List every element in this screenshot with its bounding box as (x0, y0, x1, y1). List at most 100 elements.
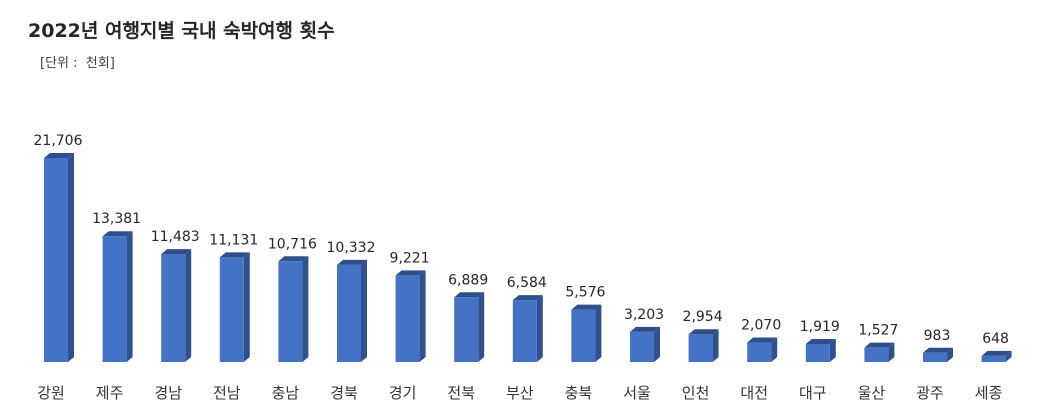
data-label: 21,706 (34, 133, 83, 149)
bar-top (981, 350, 1012, 356)
category-label: 전북 (447, 384, 475, 402)
category-label: 광주 (916, 384, 944, 402)
bar-group (864, 342, 895, 362)
data-label: 13,381 (92, 211, 141, 227)
category-label: 경북 (330, 384, 358, 402)
bar-group (805, 338, 836, 362)
bar-side (947, 347, 953, 362)
category-label: 대구 (799, 384, 827, 402)
bar-top (454, 292, 485, 298)
category-label: 부산 (506, 384, 534, 402)
bar-top (278, 256, 309, 262)
bar-top (395, 270, 426, 276)
bar-group (630, 326, 660, 362)
bar (864, 347, 889, 362)
bar-group (161, 249, 192, 362)
bar-side (302, 256, 309, 362)
bar (454, 297, 479, 362)
bar (981, 355, 1006, 362)
bar-top (688, 329, 719, 335)
bar (337, 264, 361, 362)
bar-group (219, 252, 250, 362)
bar-group (512, 295, 543, 362)
bar-top (337, 259, 367, 265)
data-label: 11,131 (209, 232, 258, 248)
category-label: 충북 (565, 384, 593, 402)
bar-side (888, 342, 895, 362)
bar-top (864, 342, 895, 348)
bar-group (278, 256, 309, 362)
bar-group (923, 347, 953, 362)
bar-side (361, 259, 367, 362)
chart-title: 2022년 여행지별 국내 숙박여행 횟수 (28, 20, 335, 42)
bar-side (126, 231, 133, 362)
data-label: 3,203 (624, 307, 664, 323)
bar (102, 236, 127, 362)
bar (219, 257, 244, 362)
bar-group (571, 304, 602, 362)
bar-side (536, 295, 543, 362)
category-label: 경기 (389, 384, 417, 402)
bar (747, 342, 772, 362)
bar-top (512, 295, 543, 301)
bar-group (981, 350, 1012, 362)
data-label: 2,954 (683, 309, 723, 325)
bar (161, 254, 186, 362)
bar-top (44, 153, 74, 158)
bar-side (595, 304, 602, 362)
bar (923, 352, 947, 362)
bar-top (923, 347, 953, 353)
category-label: 세종 (975, 384, 1003, 402)
category-label: 대전 (740, 384, 768, 402)
data-label: 1,919 (800, 319, 840, 335)
bar-group (102, 231, 133, 362)
category-label: 전남 (213, 384, 241, 402)
bar-side (1005, 350, 1012, 362)
bar-side (419, 270, 426, 362)
category-label: 충남 (272, 384, 300, 402)
category-label: 울산 (858, 384, 886, 402)
category-label: 인천 (682, 384, 710, 402)
bar-group (337, 259, 367, 362)
bar-top (102, 231, 133, 237)
bar (688, 334, 713, 362)
bar (395, 275, 420, 362)
bar-group (44, 153, 74, 362)
bar-side (243, 252, 250, 362)
data-label: 6,889 (448, 272, 488, 288)
bar-side (771, 337, 778, 362)
data-label: 5,576 (565, 285, 605, 301)
data-label: 10,332 (327, 240, 376, 256)
data-label: 9,221 (390, 250, 430, 266)
bar-side (829, 338, 836, 362)
bar (44, 158, 68, 362)
bar-side (185, 249, 192, 362)
bar-side (478, 292, 485, 362)
bar-side (654, 326, 660, 362)
bar-top (161, 249, 192, 255)
bar (630, 331, 654, 362)
category-label: 서울 (623, 384, 651, 402)
data-label: 2,070 (741, 318, 781, 334)
data-label: 10,716 (268, 236, 317, 252)
bar (805, 343, 830, 362)
category-label: 제주 (96, 384, 124, 402)
bar-top (805, 338, 836, 344)
bar (512, 300, 537, 362)
bar-group (395, 270, 426, 362)
bar-group (454, 292, 485, 362)
data-label: 648 (982, 331, 1009, 347)
bar-top (571, 304, 602, 310)
bar-group (747, 337, 778, 362)
data-label: 6,584 (507, 275, 547, 291)
bar-top (747, 337, 778, 343)
bar-side (712, 329, 719, 362)
data-label: 983 (924, 328, 951, 344)
data-label: 11,483 (151, 229, 200, 245)
category-label: 강원 (37, 384, 65, 402)
bar-side (68, 153, 74, 362)
unit-label: [단위 : 천회] (40, 56, 115, 71)
bar-group (688, 329, 719, 362)
bar-top (219, 252, 250, 258)
